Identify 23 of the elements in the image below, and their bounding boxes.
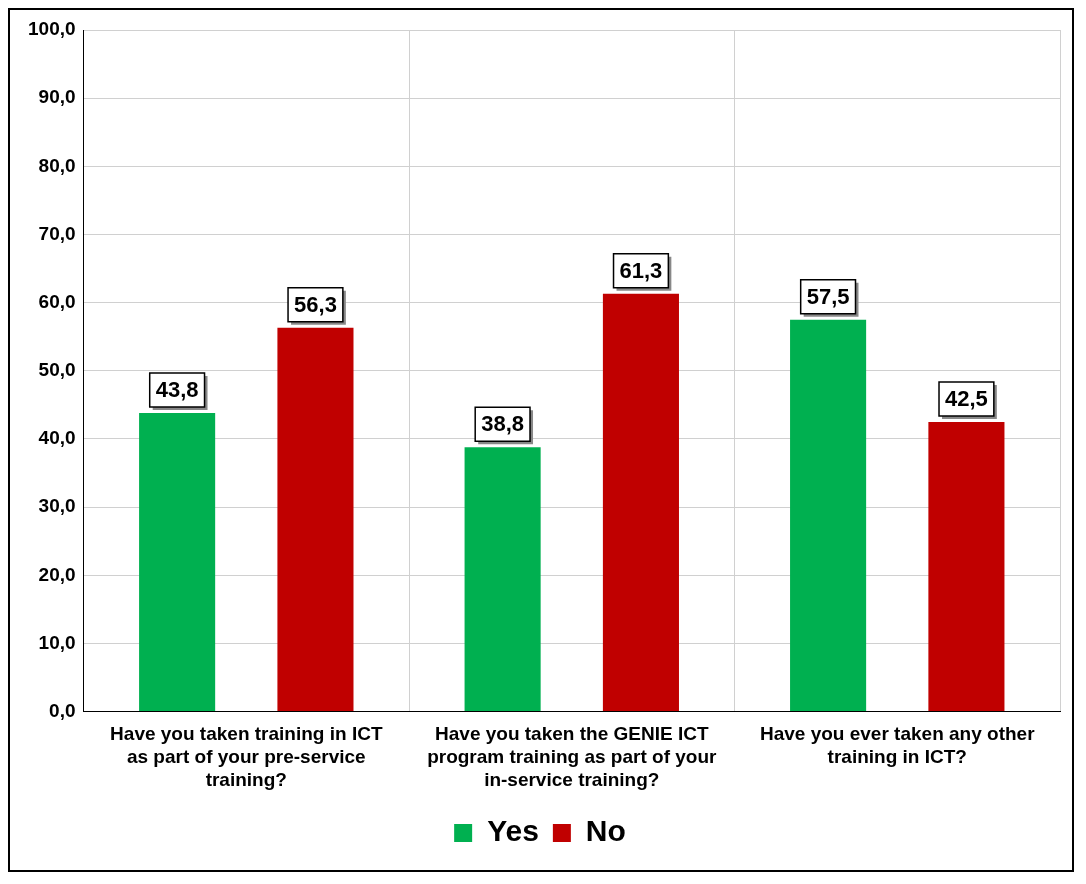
y-tick-label: 10,0 bbox=[38, 631, 76, 653]
data-label: 42,5 bbox=[945, 385, 988, 411]
legend-label: No bbox=[585, 814, 626, 848]
bar bbox=[139, 413, 216, 712]
y-tick-label: 30,0 bbox=[38, 495, 76, 517]
x-tick-label: Have you taken training in ICT as part of your pre-service training? bbox=[110, 723, 383, 790]
y-tick-label: 50,0 bbox=[38, 359, 76, 381]
y-tick-label: 70,0 bbox=[38, 222, 76, 244]
y-tick-label: 90,0 bbox=[38, 86, 76, 108]
legend-label: Yes bbox=[487, 814, 539, 848]
data-label: 57,5 bbox=[806, 283, 850, 309]
data-label: 61,3 bbox=[619, 257, 663, 283]
y-tick-label: 100,0 bbox=[28, 18, 76, 40]
data-label: 43,8 bbox=[155, 377, 199, 403]
y-tick-label: 80,0 bbox=[38, 154, 76, 176]
y-tick-label: 40,0 bbox=[38, 427, 76, 449]
data-label: 38,8 bbox=[481, 411, 525, 437]
y-tick-label: 20,0 bbox=[38, 563, 76, 585]
data-label: 56,3 bbox=[294, 291, 337, 317]
x-tick-label: Have you ever taken any other training in ICT? bbox=[759, 723, 1036, 768]
y-tick-label: 60,0 bbox=[38, 290, 76, 312]
x-tick-label: Have you taken the GENIE ICT program training as part of your in-service training? bbox=[427, 723, 717, 790]
y-tick-label: 0,0 bbox=[49, 699, 76, 721]
